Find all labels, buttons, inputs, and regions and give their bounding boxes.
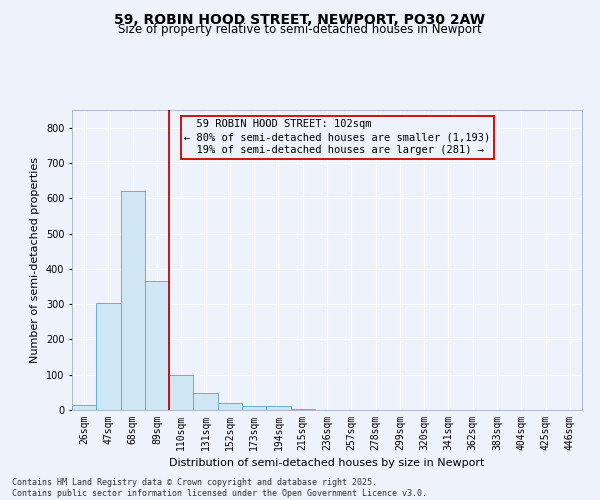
Bar xyxy=(72,406,96,410)
Bar xyxy=(218,403,242,410)
Bar xyxy=(96,303,121,410)
Y-axis label: Number of semi-detached properties: Number of semi-detached properties xyxy=(31,157,40,363)
Bar xyxy=(145,281,169,410)
Bar xyxy=(266,406,290,410)
Bar xyxy=(242,406,266,410)
Text: Contains HM Land Registry data © Crown copyright and database right 2025.
Contai: Contains HM Land Registry data © Crown c… xyxy=(12,478,427,498)
Text: 59, ROBIN HOOD STREET, NEWPORT, PO30 2AW: 59, ROBIN HOOD STREET, NEWPORT, PO30 2AW xyxy=(115,12,485,26)
Text: 59 ROBIN HOOD STREET: 102sqm
← 80% of semi-detached houses are smaller (1,193)
 : 59 ROBIN HOOD STREET: 102sqm ← 80% of se… xyxy=(184,119,490,156)
Bar xyxy=(193,393,218,410)
Bar xyxy=(169,374,193,410)
Text: Size of property relative to semi-detached houses in Newport: Size of property relative to semi-detach… xyxy=(118,22,482,36)
X-axis label: Distribution of semi-detached houses by size in Newport: Distribution of semi-detached houses by … xyxy=(169,458,485,468)
Bar xyxy=(121,191,145,410)
